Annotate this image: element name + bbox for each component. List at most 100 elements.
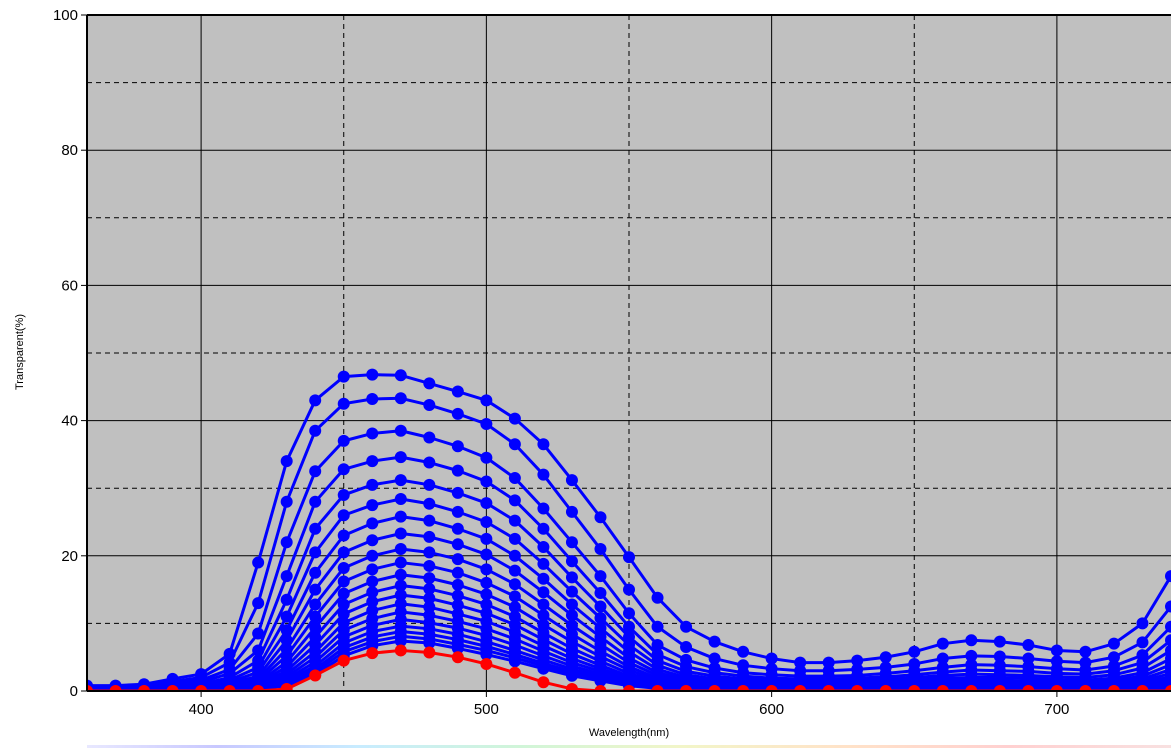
series-3-point [565, 536, 578, 549]
series-5-point [423, 478, 436, 491]
series-21-point [1079, 685, 1092, 691]
series-21-point [1136, 685, 1149, 691]
series-5-point [309, 522, 322, 535]
series-8-point [565, 609, 578, 622]
series-5-point [508, 514, 521, 527]
series-5-point [537, 541, 550, 554]
series-12-point [480, 598, 493, 611]
series-3-point [252, 627, 265, 640]
series-1-point [1079, 645, 1092, 658]
series-2-point [680, 641, 693, 654]
series-4-point [1165, 634, 1171, 647]
series-4-point [623, 620, 635, 633]
series-21-point [166, 685, 179, 691]
series-21-point [1165, 685, 1171, 691]
series-2-point [965, 649, 978, 662]
series-12-point [394, 579, 407, 592]
series-1-point [1165, 570, 1171, 583]
series-5-point [394, 474, 407, 487]
y-tick-label: 100 [53, 7, 78, 24]
series-2-point [594, 543, 607, 556]
series-21-point [594, 685, 607, 691]
series-2-point [451, 407, 464, 420]
series-1-point [965, 634, 978, 647]
series-2-point [993, 650, 1006, 663]
series-1-point [765, 652, 778, 665]
series-1-point [394, 369, 407, 382]
series-12-point [337, 598, 350, 611]
series-1-point [366, 368, 379, 381]
series-21-point [936, 685, 949, 691]
series-1-point [594, 511, 607, 524]
series-11-point [366, 575, 379, 588]
series-10-point [366, 563, 379, 576]
series-13-point [337, 607, 350, 620]
series-21-point [651, 685, 664, 691]
series-group [87, 368, 1171, 691]
series-2-point [280, 495, 293, 508]
series-5-point [480, 497, 493, 510]
series-4-point [565, 555, 578, 568]
series-21-point [851, 685, 864, 691]
series-2-point [423, 399, 436, 412]
series-21-point [537, 676, 550, 689]
series-7-point [423, 514, 436, 527]
series-4-point [480, 475, 493, 488]
series-10-point [451, 566, 464, 579]
series-5-point [594, 600, 607, 613]
series-8-point [537, 586, 550, 599]
series-4-point [366, 455, 379, 468]
series-20-point [451, 642, 464, 655]
series-9-point [480, 563, 493, 576]
series-2-point [651, 620, 664, 633]
series-20-point [394, 634, 407, 647]
series-20-point [423, 637, 436, 649]
series-11-point [451, 578, 464, 591]
series-11-point [480, 588, 493, 601]
series-3-point [366, 427, 379, 440]
series-21-point [765, 685, 778, 691]
series-13-point [423, 592, 436, 605]
series-2 [87, 392, 1171, 691]
series-2-point [309, 424, 322, 437]
x-tick-label: 600 [759, 701, 784, 718]
series-8-point [394, 527, 407, 540]
series-4-point [537, 522, 550, 535]
y-tick-label: 80 [61, 142, 78, 159]
series-1-point [508, 412, 521, 425]
series-1-point [623, 551, 635, 564]
series-7-point [309, 566, 322, 579]
series-21-point [451, 651, 464, 664]
series-12-point [366, 586, 379, 599]
y-tick-label: 60 [61, 277, 78, 294]
series-1-point [280, 455, 293, 468]
series-10-point [508, 590, 521, 603]
series-3-point [280, 536, 293, 549]
series-11-point [394, 568, 407, 581]
series-3-point [1165, 620, 1171, 633]
y-tick-label: 40 [61, 413, 78, 430]
series-1-point [565, 474, 578, 487]
series-21-point [1107, 685, 1120, 691]
series-7-point [366, 517, 379, 530]
series-21-point [708, 685, 721, 691]
series-5-point [337, 488, 350, 501]
series-7-point [565, 598, 578, 611]
series-2-point [394, 392, 407, 405]
series-13-point [366, 595, 379, 608]
series-3-point [537, 502, 550, 515]
series-3-point [451, 440, 464, 453]
series-11-point [508, 601, 521, 614]
series-2-point [623, 583, 635, 596]
series-3-point [394, 424, 407, 437]
series-1-point [337, 370, 350, 383]
series-1-point [309, 394, 322, 407]
series-1-point [908, 645, 921, 658]
series-2-point [1165, 600, 1171, 613]
series-2-point [252, 597, 265, 610]
series-3-point [651, 639, 664, 652]
series-12-point [451, 589, 464, 602]
series-21-point [908, 685, 921, 691]
tick-labels: 0 20 40 60 80 100 400 500 600 700 [53, 7, 1069, 718]
